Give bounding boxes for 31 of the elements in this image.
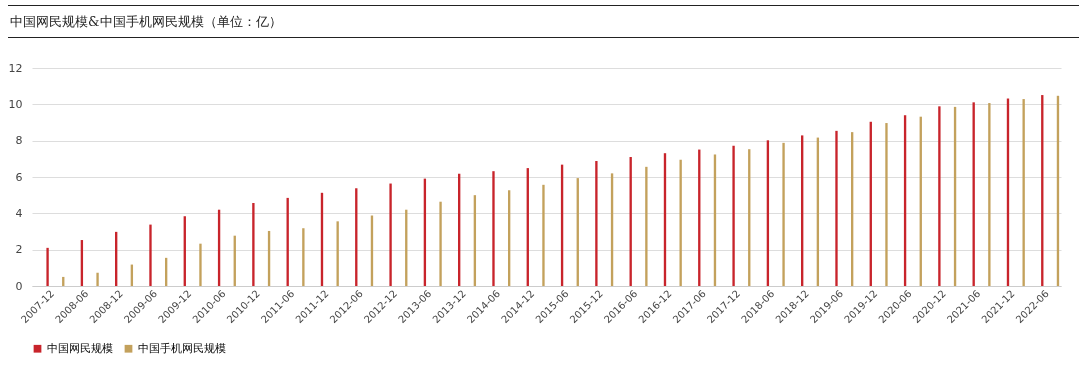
legend-label: 中国网民规模 xyxy=(47,341,113,355)
bar xyxy=(149,224,152,286)
bar xyxy=(885,123,888,286)
bar xyxy=(46,247,49,286)
bar xyxy=(1022,99,1025,286)
y-tick-label: 4 xyxy=(15,206,23,220)
bar xyxy=(542,184,545,286)
bar xyxy=(595,161,598,286)
bar xyxy=(835,130,838,286)
bar xyxy=(782,142,785,286)
y-tick-label: 10 xyxy=(8,97,23,111)
y-tick-label: 0 xyxy=(15,279,23,293)
y-tick-label: 8 xyxy=(15,134,23,148)
bar xyxy=(732,145,735,286)
bar xyxy=(389,183,392,286)
bar xyxy=(492,171,495,286)
y-tick-label: 2 xyxy=(15,243,23,257)
bar xyxy=(439,201,442,286)
bar xyxy=(645,166,648,286)
y-tick-label: 6 xyxy=(15,170,23,184)
bar xyxy=(336,221,339,286)
bar xyxy=(252,202,255,286)
bar xyxy=(199,243,202,286)
bar xyxy=(938,106,941,286)
y-tick-label: 12 xyxy=(8,61,23,75)
bar xyxy=(96,272,99,286)
bar xyxy=(988,103,991,286)
bar xyxy=(302,228,305,286)
chart-title: 中国网民规模&中国手机网民规模（单位：亿） xyxy=(8,5,1079,38)
bar xyxy=(679,159,682,286)
legend-label: 中国手机网民规模 xyxy=(138,341,226,355)
